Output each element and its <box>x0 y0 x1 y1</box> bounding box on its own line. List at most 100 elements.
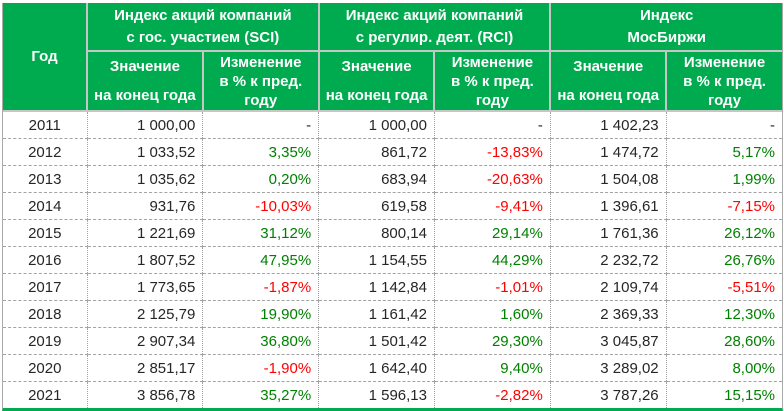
change-cell: 47,95% <box>202 246 320 274</box>
change-cell: -13,83% <box>434 138 551 166</box>
value-cell: 1 642,40 <box>318 354 435 382</box>
value-cell: 1 396,61 <box>550 192 667 220</box>
value-cell: 3 045,87 <box>550 327 667 355</box>
year-header-label: Год <box>31 47 58 65</box>
value-cell: 2 232,72 <box>550 246 667 274</box>
subheader-rci-change: Изменение в % к пред. году <box>433 50 552 112</box>
table-body: 2011 1 000,00-1 000,00-1 402,23-2012 1 033… <box>3 111 782 408</box>
change-cell: 35,27% <box>202 381 320 408</box>
table-row: 2014 931,76 -10,03% 619,58 -9,41% 1 396,61 -7,… <box>3 192 782 220</box>
year-cell: 2017 <box>3 273 88 301</box>
change-cell: 29,14% <box>434 219 551 247</box>
year-cell: 2011 <box>3 111 88 139</box>
value-cell: 2 125,79 <box>87 300 204 328</box>
change-cell: 1,99% <box>666 165 782 193</box>
group-header-moex: Индекс МосБиржи <box>549 3 782 52</box>
table-row: 2011 1 000,00-1 000,00-1 402,23- <box>3 111 782 139</box>
value-cell: 1 000,00 <box>318 111 435 139</box>
table-row: 2017 1 773,65 -1,87% 1 142,84 -1,01% 2 109,74… <box>3 273 782 301</box>
subheader-moex-value: Значение на конец года <box>549 50 668 112</box>
value-cell: 1 221,69 <box>87 219 204 247</box>
change-cell: -5,51% <box>666 273 782 301</box>
change-cell: -2,82% <box>434 381 551 408</box>
subheader-moex-change: Изменение в % к пред. году <box>665 50 782 112</box>
change-cell: -7,15% <box>666 192 782 220</box>
table-row: 2019 2 907,34 36,80% 1 501,42 29,30% 3 045,87… <box>3 327 782 355</box>
year-cell: 2015 <box>3 219 88 247</box>
change-cell: -1,90% <box>202 354 320 382</box>
change-cell: 9,40% <box>434 354 551 382</box>
table-header: Год Индекс акций компаний с гос. участие… <box>3 3 782 112</box>
table-row: 2015 1 221,69 31,12% 800,14 29,14% 1 761,36 26… <box>3 219 782 247</box>
subheader-rci-value: Значение на конец года <box>317 50 436 112</box>
value-cell: 1 773,65 <box>87 273 204 301</box>
year-cell: 2013 <box>3 165 88 193</box>
change-cell: -1,87% <box>202 273 320 301</box>
table-row: 2016 1 807,52 47,95% 1 154,55 44,29% 2 232,72… <box>3 246 782 274</box>
value-cell: 1 033,52 <box>87 138 204 166</box>
value-cell: 1 807,52 <box>87 246 204 274</box>
value-cell: 2 907,34 <box>87 327 204 355</box>
value-cell: 1 501,42 <box>318 327 435 355</box>
change-cell: 5,17% <box>666 138 782 166</box>
change-cell: -9,41% <box>434 192 551 220</box>
change-cell: 0,20% <box>202 165 320 193</box>
change-cell: 15,15% <box>666 381 782 408</box>
change-cell: 31,12% <box>202 219 320 247</box>
group-header-rci: Индекс акций компаний с регулир. деят. (… <box>317 3 552 52</box>
value-cell: 1 000,00 <box>87 111 204 139</box>
value-cell: - <box>666 111 782 139</box>
year-cell: 2021 <box>3 381 88 408</box>
value-cell: 1 761,36 <box>550 219 667 247</box>
value-cell: 2 369,33 <box>550 300 667 328</box>
change-cell: 26,76% <box>666 246 782 274</box>
change-cell: -20,63% <box>434 165 551 193</box>
value-cell: - <box>202 111 320 139</box>
value-cell: 3 787,26 <box>550 381 667 408</box>
change-cell: -1,01% <box>434 273 551 301</box>
year-cell: 2016 <box>3 246 88 274</box>
value-cell: 3 289,02 <box>550 354 667 382</box>
value-cell: 1 035,62 <box>87 165 204 193</box>
value-cell: 683,94 <box>318 165 435 193</box>
indices-table-container: Год Индекс акций компаний с гос. участие… <box>2 3 783 411</box>
table-row: 2012 1 033,52 3,35% 861,72 -13,83% 1 474,72 5,… <box>3 138 782 166</box>
year-column-header: Год <box>3 3 88 112</box>
year-cell: 2020 <box>3 354 88 382</box>
value-cell: 1 596,13 <box>318 381 435 408</box>
value-cell: 861,72 <box>318 138 435 166</box>
value-cell: 1 474,72 <box>550 138 667 166</box>
value-cell: 3 856,78 <box>87 381 204 408</box>
change-cell: 19,90% <box>202 300 320 328</box>
value-cell: 931,76 <box>87 192 204 220</box>
change-cell: -10,03% <box>202 192 320 220</box>
table-row: 2013 1 035,62 0,20% 683,94 -20,63% 1 504,08 1,… <box>3 165 782 193</box>
value-cell: 619,58 <box>318 192 435 220</box>
change-cell: 1,60% <box>434 300 551 328</box>
value-cell: 800,14 <box>318 219 435 247</box>
change-cell: 3,35% <box>202 138 320 166</box>
change-cell: 36,80% <box>202 327 320 355</box>
year-cell: 2012 <box>3 138 88 166</box>
change-cell: 28,60% <box>666 327 782 355</box>
value-cell: 1 154,55 <box>318 246 435 274</box>
year-cell: 2018 <box>3 300 88 328</box>
value-cell: 1 504,08 <box>550 165 667 193</box>
table-row: 2020 2 851,17 -1,90% 1 642,40 9,40% 3 289,02 8… <box>3 354 782 382</box>
value-cell: 1 142,84 <box>318 273 435 301</box>
subheader-sci-change: Изменение в % к пред. году <box>201 50 320 112</box>
indices-table: Год Индекс акций компаний с гос. участие… <box>3 3 782 408</box>
year-cell: 2019 <box>3 327 88 355</box>
change-cell: 29,30% <box>434 327 551 355</box>
change-cell: 26,12% <box>666 219 782 247</box>
subheader-sci-value: Значение на конец года <box>87 50 204 112</box>
value-cell: 1 161,42 <box>318 300 435 328</box>
change-cell: 12,30% <box>666 300 782 328</box>
table-row: 2018 2 125,79 19,90% 1 161,42 1,60% 2 369,33 1… <box>3 300 782 328</box>
change-cell: 44,29% <box>434 246 551 274</box>
value-cell: 1 402,23 <box>550 111 667 139</box>
group-header-sci: Индекс акций компаний с гос. участием (S… <box>86 3 320 52</box>
year-cell: 2014 <box>3 192 88 220</box>
value-cell: - <box>434 111 551 139</box>
change-cell: 8,00% <box>666 354 782 382</box>
